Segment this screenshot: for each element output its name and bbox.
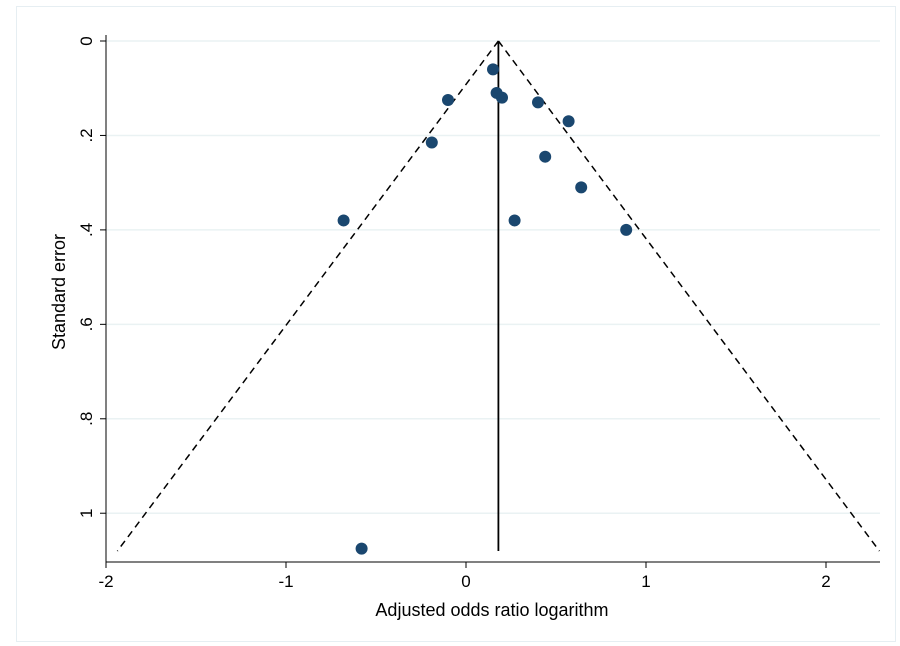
data-point [496,91,508,104]
funnel-right-bound [497,40,881,552]
data-point [532,96,544,109]
y-tick-label: .6 [77,317,96,331]
data-point [425,136,438,149]
funnel-left-bound [116,40,500,552]
y-tick-label: 0 [77,36,96,45]
data-point [442,94,454,107]
data-point [539,150,552,163]
y-tick-label: .8 [77,412,96,426]
data-point [575,181,588,194]
data-points [337,63,633,555]
x-tick-label: 2 [821,572,830,591]
y-tick-label: .2 [77,128,96,142]
grid-layer [106,40,880,514]
x-tick-label: 0 [461,572,470,591]
data-point [355,542,368,555]
y-tick-label: 1 [77,508,96,517]
data-point [562,115,575,128]
x-tick-label: -1 [278,572,293,591]
data-point [508,214,521,227]
data-point [337,214,350,227]
y-tick-label: .4 [77,223,96,237]
axes-layer [100,35,880,568]
data-point [487,63,499,76]
data-point [620,223,633,236]
chart-border [16,6,896,642]
x-axis-title: Adjusted odds ratio logarithm [375,600,608,620]
tick-labels: 0 .2 .4 .6 .8 1 -2 -1 0 1 2 [77,36,831,591]
x-tick-label: -2 [98,572,113,591]
x-tick-label: 1 [641,572,650,591]
y-axis-title: Standard error [49,234,69,350]
funnel-lines [116,40,881,552]
